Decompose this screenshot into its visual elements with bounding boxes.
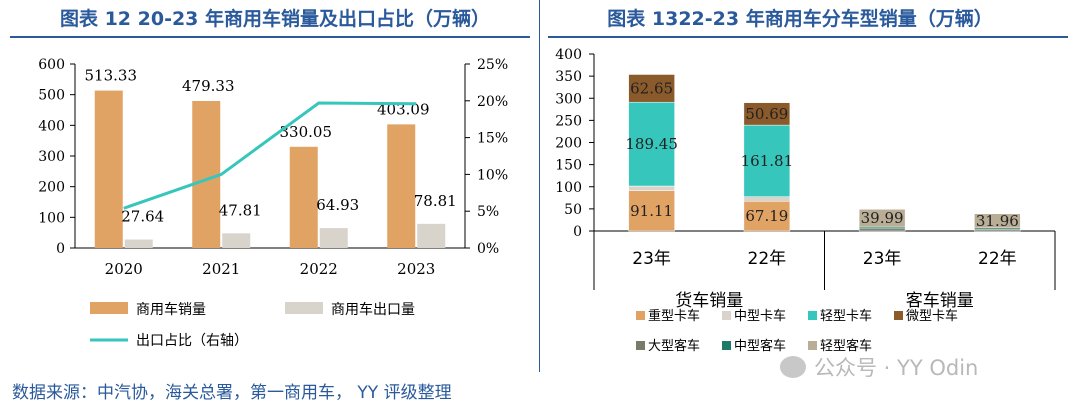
chart2-group-label: 客车销量 (906, 291, 974, 311)
chart2-bar-segment (858, 228, 906, 232)
chart1-y2tick-label: 0% (477, 241, 499, 257)
chart2-legend-swatch (808, 311, 817, 320)
chart2-group-label: 货车销量 (675, 291, 743, 311)
chart1-ytick-label: 500 (38, 88, 65, 104)
chart2-bar-segment (858, 209, 906, 228)
chart2-ytick-label: 250 (555, 113, 582, 129)
chart2-title-rule (548, 36, 1068, 38)
chart1-exports-label: 78.81 (414, 192, 457, 210)
chart2-segment-label: 50.69 (745, 105, 788, 123)
chart1-bar-exports (222, 233, 251, 248)
chart2-bar-segment (743, 196, 791, 202)
chart1-sales-label: 479.33 (182, 77, 235, 95)
chart2-segment-label: 67.19 (745, 207, 788, 225)
chart1-ytick-label: 600 (38, 57, 65, 73)
chart1-share-line (123, 101, 417, 210)
chart2-x-label: 22年 (748, 249, 787, 269)
chart2-segment-label: 91.11 (630, 202, 673, 220)
chart2-title: 图表 1322-23 年商用车分车型销量（万辆） (607, 8, 993, 30)
chart1-x-label: 2020 (105, 260, 143, 278)
chart2-legend-swatch (636, 341, 645, 350)
chart1-y2tick-label: 20% (477, 94, 508, 110)
chart1-ytick-label: 300 (38, 149, 65, 165)
chart1-y2tick-label: 5% (477, 204, 499, 220)
chart2-legend-label: 中型卡车 (734, 308, 786, 324)
chart2-segment-label: 62.65 (630, 79, 673, 97)
chart1-bar-sales (192, 101, 221, 249)
chart1-legend-swatch-sales (90, 302, 128, 314)
chart2-ytick-label: 350 (555, 69, 582, 85)
chart2-x-label: 22年 (978, 249, 1017, 269)
chart2-bar-segment (974, 213, 1021, 229)
chart1-exports-label: 47.81 (219, 201, 262, 219)
chart1-sales-label: 330.05 (280, 123, 333, 141)
chart2-legend-swatch (722, 341, 731, 350)
chart2-bar-segment (743, 102, 791, 126)
chart2-legend-label: 轻型客车 (820, 338, 872, 354)
chart1-exports-label: 27.64 (121, 208, 164, 226)
chart2-ytick-label: 200 (555, 136, 582, 152)
chart2-bar-segment (628, 74, 675, 103)
chart2-legend-label: 重型卡车 (648, 308, 700, 324)
wechat-icon (780, 356, 806, 378)
chart2-legend-label: 大型客车 (648, 338, 700, 354)
data-source-note: 数据来源：中汽协，海关总署，第一商用车， YY 评级整理 (12, 383, 452, 403)
chart1-title: 图表 12 20-23 年商用车销量及出口占比（万辆） (59, 8, 491, 30)
chart2-bar-segment (858, 226, 906, 230)
chart1-bar-sales (387, 124, 416, 248)
chart2-legend-label: 中型客车 (734, 338, 786, 354)
chart2-segment-label: 31.96 (976, 212, 1019, 230)
chart2-bar-segment (628, 190, 675, 232)
chart2-ytick-label: 0 (573, 224, 582, 240)
chart1-ytick-label: 0 (56, 241, 65, 257)
chart1-y2tick-label: 25% (477, 57, 508, 73)
chart1-ytick-label: 100 (38, 210, 65, 226)
chart2-ytick-label: 400 (555, 47, 582, 63)
chart2-ytick-label: 300 (555, 91, 582, 107)
panel-divider (539, 0, 540, 372)
chart2-ytick-label: 100 (555, 180, 582, 196)
chart2-legend-swatch (722, 311, 731, 320)
chart1-ytick-label: 200 (38, 180, 65, 196)
chart2-segment-label: 39.99 (861, 209, 904, 227)
chart2-legend-label: 微型卡车 (906, 308, 958, 324)
chart1-bar-sales (289, 146, 318, 248)
chart2-legend-swatch (894, 311, 903, 320)
chart1-title-rule (10, 36, 530, 38)
chart2-x-label: 23年 (863, 249, 902, 269)
watermark-text: 公众号 · YY Odin (814, 356, 979, 380)
chart1-x-label: 2023 (397, 260, 435, 278)
watermark: 公众号 · YY Odin (780, 352, 978, 382)
chart1-bar-sales (94, 90, 123, 248)
chart1-legend-sales: 商用车销量 (136, 301, 206, 318)
chart1-y2tick-label: 10% (477, 167, 508, 183)
chart1-ytick-label: 400 (38, 118, 65, 134)
chart2-segment-label: 161.81 (741, 152, 794, 170)
chart2-legend-swatch (636, 311, 645, 320)
chart2-legend-swatch (808, 341, 817, 350)
chart1-legend-share: 出口占比（右轴） (136, 333, 248, 349)
chart1-legend-exports: 商用车出口量 (331, 301, 415, 318)
chart1-y2tick-label: 15% (477, 131, 508, 147)
chart1-bar-exports (417, 223, 446, 248)
chart1-exports-label: 64.93 (316, 196, 359, 214)
chart2-bar-segment (628, 101, 675, 187)
chart1-x-label: 2022 (300, 260, 338, 278)
chart2-legend-label: 轻型卡车 (820, 308, 872, 324)
chart1-sales-label: 513.33 (85, 67, 138, 85)
chart1-x-label: 2021 (202, 260, 240, 278)
chart2-ytick-label: 50 (564, 202, 582, 218)
chart2-bar-segment (743, 201, 791, 232)
chart2-x-label: 23年 (632, 249, 671, 269)
chart2-segment-label: 189.45 (625, 135, 678, 153)
chart2-bar-segment (743, 124, 791, 197)
chart2-ytick-label: 150 (555, 158, 582, 174)
chart2-bar-segment (628, 185, 675, 191)
chart1-bar-exports (124, 239, 153, 248)
chart1-legend-swatch-exports (285, 302, 323, 314)
chart1-bar-exports (319, 228, 348, 248)
